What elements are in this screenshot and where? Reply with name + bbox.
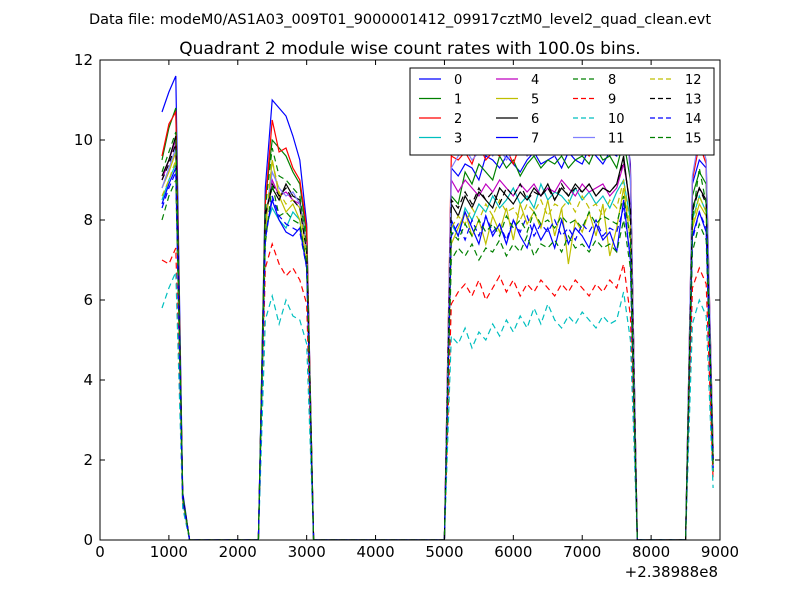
legend-label-8: 8 [608, 73, 616, 88]
legend-label-5: 5 [531, 93, 539, 108]
legend-label-15: 15 [685, 132, 702, 147]
legend-label-6: 6 [531, 112, 539, 127]
legend-label-7: 7 [531, 132, 539, 147]
chart-title: Quadrant 2 module wise count rates with … [179, 39, 640, 59]
legend-label-11: 11 [608, 132, 625, 147]
x-tick-label: 5000 [425, 543, 463, 561]
series-line-4 [161, 139, 714, 540]
x-offset-label: +2.38988e8 [625, 563, 718, 581]
series-line-15 [161, 131, 714, 540]
y-tick-label: 6 [83, 291, 93, 309]
legend-label-3: 3 [454, 132, 462, 147]
series-line-6 [161, 135, 714, 540]
legend-label-14: 14 [685, 112, 702, 127]
legend-label-2: 2 [454, 112, 462, 127]
y-tick-label: 2 [83, 451, 93, 469]
legend-label-13: 13 [685, 93, 702, 108]
x-tick-label: 8000 [632, 543, 670, 561]
x-tick-label: 9000 [701, 543, 739, 561]
legend-label-9: 9 [608, 93, 616, 108]
legend-label-10: 10 [608, 112, 625, 127]
x-tick-label: 1000 [150, 543, 188, 561]
y-tick-label: 4 [83, 371, 93, 389]
legend-box [409, 67, 715, 156]
legend-label-1: 1 [454, 93, 462, 108]
series-line-13 [161, 143, 714, 540]
legend-label-0: 0 [454, 73, 462, 88]
x-tick-label: 6000 [494, 543, 532, 561]
y-tick-label: 12 [74, 51, 93, 69]
series-line-9 [161, 242, 714, 540]
legend-label-12: 12 [685, 73, 702, 88]
x-tick-label: 0 [95, 543, 105, 561]
y-tick-label: 0 [83, 531, 93, 549]
x-tick-label: 4000 [356, 543, 394, 561]
series-line-12 [161, 159, 714, 540]
series-line-5 [161, 151, 714, 540]
chart-suptitle: Data file: modeM0/AS1A03_009T01_90000014… [89, 12, 711, 28]
x-tick-label: 7000 [563, 543, 601, 561]
x-tick-label: 3000 [288, 543, 326, 561]
legend-label-4: 4 [531, 73, 539, 88]
x-tick-label: 2000 [219, 543, 257, 561]
y-tick-label: 8 [83, 211, 93, 229]
series-line-3 [161, 163, 714, 540]
y-tick-label: 10 [74, 131, 93, 149]
axes: 0 1000 2000 3000 4000 5000 6000 7000 8000 9000 0 2 4… [74, 51, 739, 561]
